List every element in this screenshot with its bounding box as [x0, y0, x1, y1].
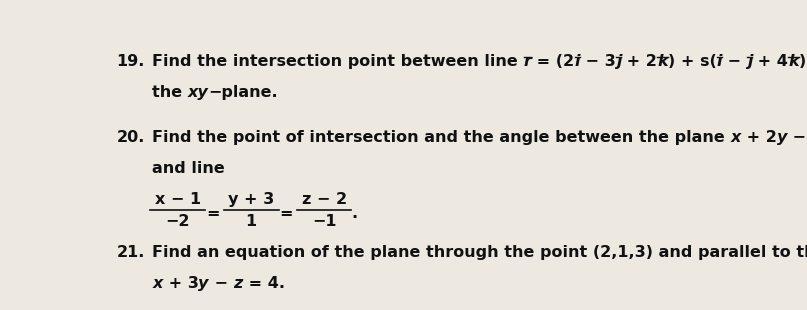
Text: x: x	[153, 276, 162, 291]
Text: −: −	[722, 54, 746, 69]
Text: z − 2: z − 2	[302, 192, 347, 207]
Text: i: i	[575, 54, 580, 69]
Text: z: z	[233, 276, 243, 291]
Text: + 4: + 4	[752, 54, 788, 69]
Text: k: k	[788, 54, 799, 69]
Text: −: −	[209, 276, 233, 291]
Text: ) + s(: ) + s(	[667, 54, 717, 69]
Text: j: j	[746, 54, 752, 69]
Text: = (2: = (2	[532, 54, 575, 69]
Text: 20.: 20.	[116, 130, 145, 145]
Text: r: r	[524, 54, 532, 69]
Text: −plane.: −plane.	[209, 85, 278, 100]
Text: xy: xy	[188, 85, 209, 100]
Text: 19.: 19.	[116, 54, 145, 69]
Text: ) and: ) and	[799, 54, 807, 69]
Text: k: k	[657, 54, 667, 69]
Text: 21.: 21.	[116, 245, 145, 260]
Text: the: the	[153, 85, 188, 100]
Text: and line: and line	[153, 161, 225, 176]
Text: x: x	[730, 130, 741, 145]
Text: j: j	[616, 54, 621, 69]
Text: .: .	[352, 206, 358, 221]
Text: −: −	[787, 130, 807, 145]
Text: Find the intersection point between line: Find the intersection point between line	[153, 54, 524, 69]
Text: + 2: + 2	[741, 130, 777, 145]
Text: y: y	[199, 276, 209, 291]
Text: i: i	[717, 54, 722, 69]
Text: = 4.: = 4.	[243, 276, 285, 291]
Text: − 3: − 3	[580, 54, 616, 69]
Text: 1: 1	[245, 214, 257, 229]
Text: =: =	[279, 206, 293, 221]
Text: =: =	[206, 206, 220, 221]
Text: y: y	[777, 130, 787, 145]
Text: + 2: + 2	[621, 54, 657, 69]
Text: Find an equation of the plane through the point (2,1,3) and parallel to the plan: Find an equation of the plane through th…	[153, 245, 807, 260]
Text: x − 1: x − 1	[155, 192, 201, 207]
Text: + 3: + 3	[162, 276, 199, 291]
Text: Find the point of intersection and the angle between the plane: Find the point of intersection and the a…	[153, 130, 730, 145]
Text: y + 3: y + 3	[228, 192, 274, 207]
Text: −1: −1	[312, 214, 337, 229]
Text: −2: −2	[165, 214, 190, 229]
